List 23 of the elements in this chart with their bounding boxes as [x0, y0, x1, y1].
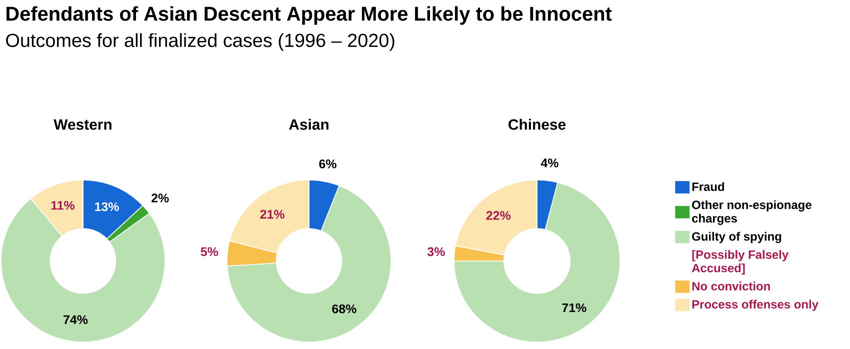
data-label: 13%: [95, 202, 119, 212]
data-label: 4%: [540, 158, 558, 168]
data-label: 5%: [200, 247, 218, 256]
legend-label: Fraud: [692, 182, 724, 191]
data-label: 3%: [427, 247, 445, 256]
data-label: 6%: [319, 160, 336, 168]
data-label: 21%: [260, 210, 284, 219]
data-label: 11%: [51, 200, 75, 210]
data-label: 68%: [332, 304, 356, 314]
chart-title: Asian: [289, 118, 328, 130]
legend-label: Other non-espionage charges: [692, 200, 812, 225]
text: Outcomes for all finalized cases (1996 – 2020): [6, 33, 394, 51]
data-label: 74%: [64, 315, 88, 324]
chart-title: Chinese: [508, 118, 566, 130]
chart-title: Western: [54, 119, 112, 130]
legend-label: No conviction: [692, 282, 770, 290]
legend-label: Process offenses only: [692, 300, 818, 311]
legend-label: Guilty of spying: [692, 232, 782, 244]
text: Defendants of Asian Descent Appear More Likely to be Innocent: [6, 6, 612, 25]
data-label: 22%: [486, 211, 511, 220]
data-label: 2%: [152, 194, 169, 202]
data-label: 71%: [562, 303, 586, 312]
text: [Possibly Falsely Accused]: [692, 250, 789, 275]
